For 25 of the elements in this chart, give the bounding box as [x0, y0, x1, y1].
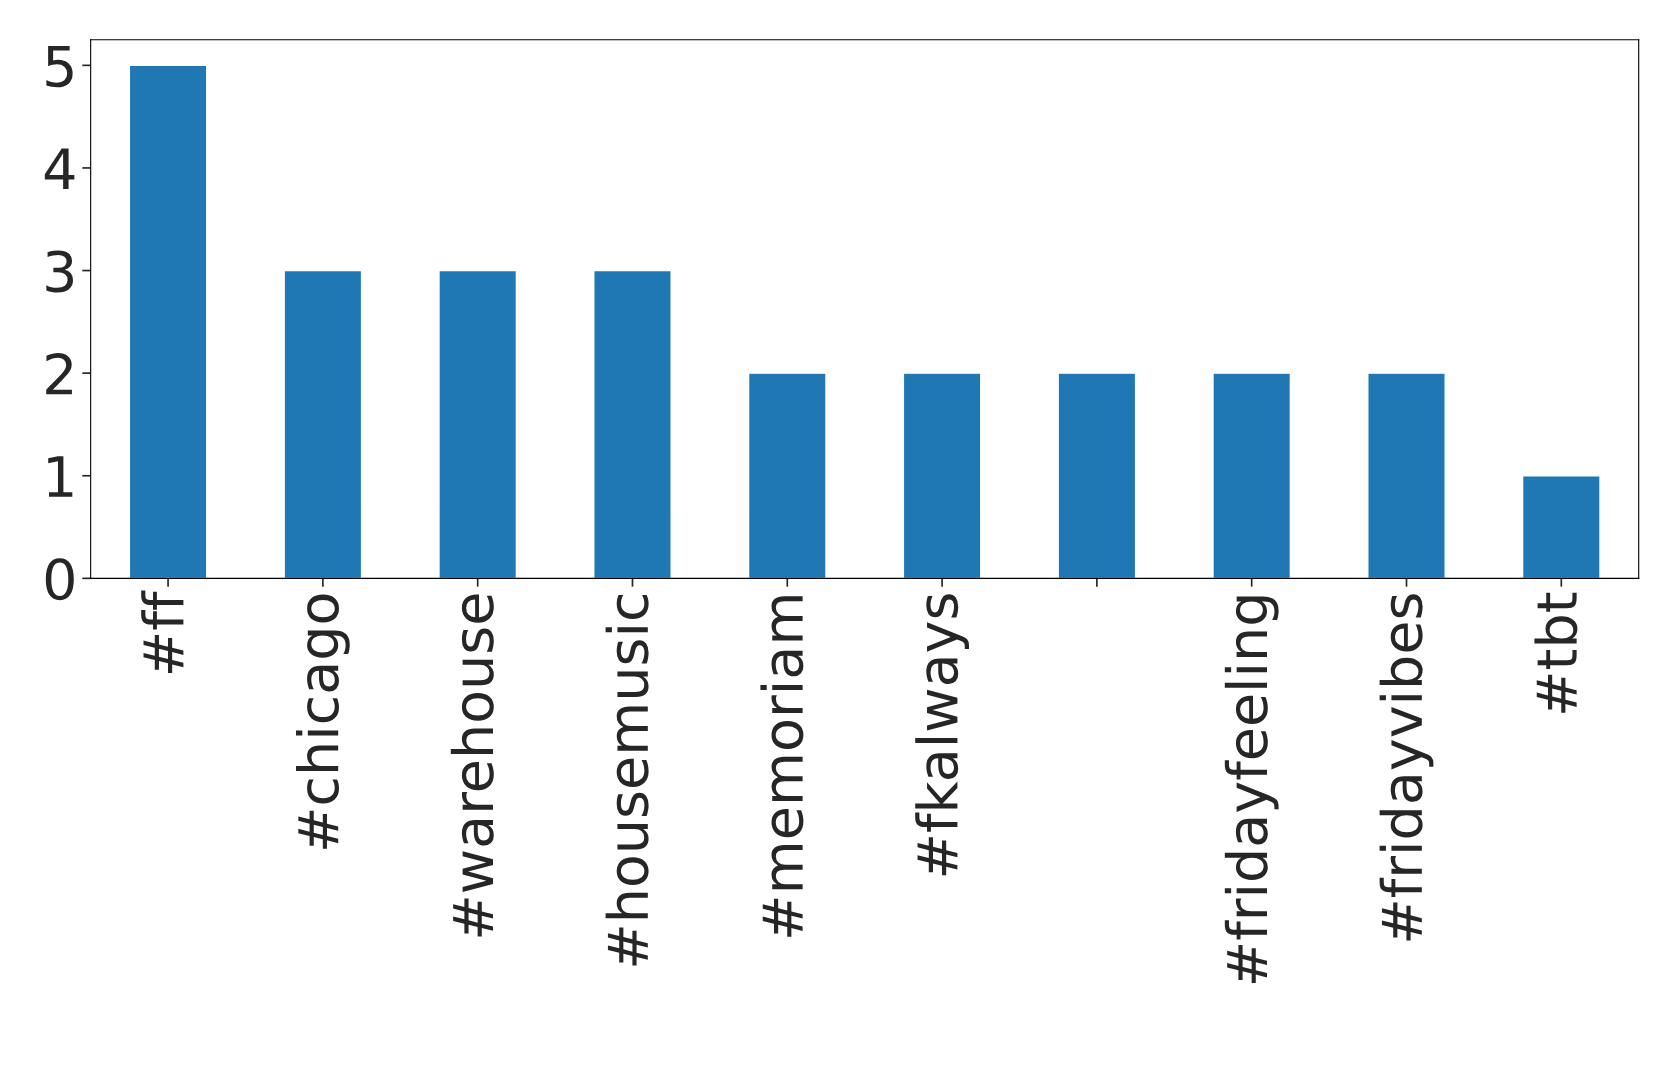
bar — [283, 269, 363, 579]
x-tick-label: #chicago — [295, 594, 350, 849]
bar — [1521, 475, 1601, 579]
x-tick-label: #memoriam — [760, 596, 804, 937]
x-tick-label: #fkalways — [915, 594, 969, 876]
bar — [902, 372, 982, 579]
bar — [128, 64, 208, 579]
x-tick-label: #fridayvibes — [1379, 594, 1434, 941]
bar — [1367, 372, 1446, 579]
bar — [593, 269, 672, 579]
y-tick-label: 1 — [48, 456, 73, 497]
y-tick-label: 0 — [45, 558, 74, 601]
bar — [747, 372, 827, 579]
y-tick-label: 3 — [46, 250, 74, 293]
x-tick-label: #housemusic — [605, 594, 649, 966]
x-tick-label: #fridayfeeling — [1224, 596, 1279, 984]
y-tick-label: 4 — [44, 148, 75, 190]
y-tick-label: 2 — [46, 353, 72, 395]
bar — [1057, 372, 1137, 579]
x-tick-label: #ff — [141, 590, 184, 673]
y-tick-label: 5 — [46, 45, 73, 88]
x-tick-label: #warehouse — [450, 594, 494, 937]
x-tick-label: #tbt — [1534, 592, 1578, 713]
bar — [438, 269, 518, 579]
bar — [1212, 372, 1292, 579]
